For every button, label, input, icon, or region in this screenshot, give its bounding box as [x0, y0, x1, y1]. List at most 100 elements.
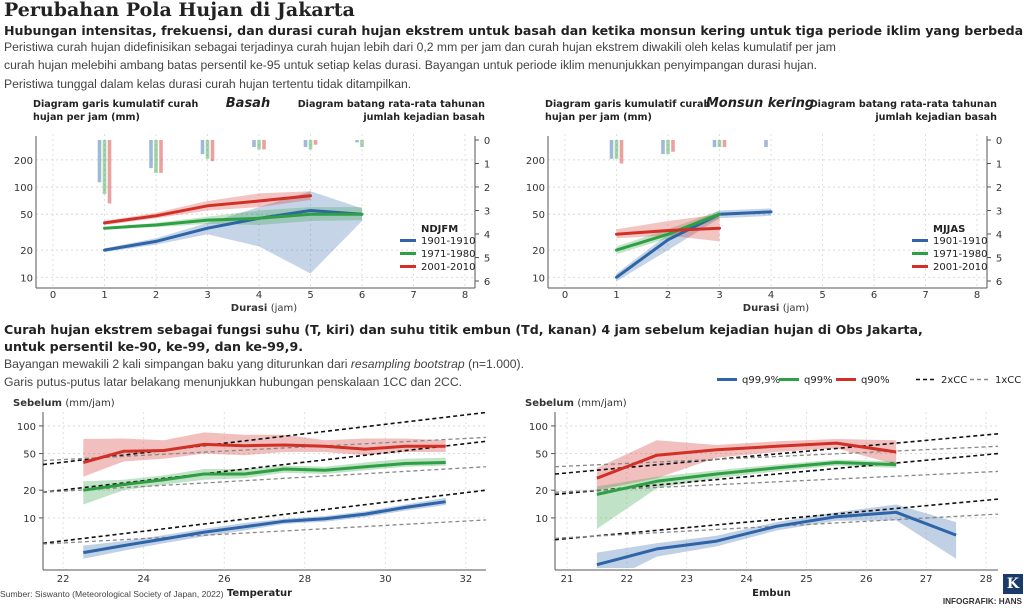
section2-heading-line: untuk persentil ke-90, ke-99, dan ke-99,…	[4, 339, 304, 354]
x-tick-label: 2	[665, 290, 671, 301]
x-tick-label: 1	[101, 290, 107, 301]
x-tick-label: 22	[620, 574, 633, 585]
x-tick-label: 3	[204, 290, 210, 301]
y2-tick-label: 2	[484, 183, 490, 194]
count-bar	[303, 140, 308, 148]
uncertainty-band-q90%	[596, 439, 897, 491]
reference-line-2xCC	[43, 489, 486, 545]
y-tick-label: 50	[532, 210, 545, 221]
y2-tick-label: 4	[484, 230, 490, 241]
count-bar	[149, 140, 153, 169]
x-tick-label: 8	[462, 290, 468, 301]
y2-tick-label: 3	[484, 207, 490, 218]
y-tick-label: 50	[535, 450, 548, 461]
count-bar	[102, 140, 107, 195]
x-tick-label: 7	[410, 290, 416, 301]
y-tick-label: 20	[532, 246, 545, 257]
right-caption: jumlah kejadian basah	[874, 112, 997, 123]
x-tick-label: 28	[298, 574, 311, 585]
count-bar	[671, 140, 675, 152]
page-title: Perubahan Pola Hujan di Jakarta	[4, 0, 355, 21]
count-bar	[722, 140, 727, 148]
y-tick-label: 10	[532, 273, 545, 284]
count-bar	[717, 140, 722, 148]
x-tick-label: 7	[922, 290, 928, 301]
legend-label: 2001-2010	[421, 262, 476, 273]
uncertainty-band-q99%	[83, 457, 446, 505]
x-tick-label: 28	[980, 574, 993, 585]
count-bar	[154, 140, 158, 173]
y-axis-unit: (mm/jam)	[65, 398, 114, 409]
y-axis-title: Sebelum	[525, 398, 577, 409]
x-tick-label: 24	[740, 574, 753, 585]
y2-tick-label: 5	[484, 254, 490, 265]
y2-tick-label: 1	[484, 160, 490, 171]
count-bar	[360, 140, 364, 148]
monsun-kering-chart: 10 20 50 100 200 0 1 2 3 4 5 6 7 8 0 1 2 3 4 5 6 Diagram gari…	[526, 96, 1002, 314]
x-tick-label: 0	[562, 290, 568, 301]
x-tick-label: 2	[153, 290, 159, 301]
x-tick-label: 6	[871, 290, 877, 301]
source-note: Sumber: Siswanto (Meteorological Society…	[0, 589, 224, 599]
x-tick-label: 6	[359, 290, 365, 301]
description: Peristiwa curah hujan didefinisikan seba…	[4, 38, 836, 93]
legend-label: 1971-1980	[421, 249, 476, 260]
y2-tick-label: 1	[996, 160, 1002, 171]
desc-suffix: (n=1.000).	[464, 357, 524, 371]
left-caption: Diagram garis kumulatif curah	[33, 99, 198, 110]
count-bar	[210, 140, 215, 162]
series-line-q90%	[596, 441, 897, 480]
x-axis-title: Embun	[752, 588, 791, 598]
series-line-q99,9%	[83, 500, 446, 555]
uncertainty-band-q99,9%	[83, 497, 446, 559]
left-caption: hujan per jam (mm)	[33, 112, 140, 123]
y2-tick-label: 6	[484, 277, 490, 288]
y2-tick-label: 4	[996, 230, 1002, 241]
x-axis-label: Durasi (jam)	[231, 303, 298, 314]
count-bar	[313, 140, 318, 145]
description-line: curah hujan melebihi ambang batas persen…	[4, 58, 818, 73]
y-axis-unit: (mm/jam)	[577, 398, 626, 409]
section2-description-line: Bayangan mewakili 2 kali simpangan baku …	[4, 355, 524, 373]
y2-tick-label: 6	[996, 277, 1002, 288]
x-tick-label: 1	[613, 290, 619, 301]
legend-label: 1971-1980	[933, 249, 988, 260]
count-bar	[614, 140, 619, 159]
y-tick-label: 50	[23, 450, 36, 461]
count-bar	[619, 140, 624, 164]
y-tick-label: 10	[535, 514, 548, 525]
count-bar	[262, 140, 266, 150]
x-tick-label: 23	[680, 574, 693, 585]
y-axis-title: Sebelum	[13, 398, 65, 409]
chart-title: Basah	[226, 96, 270, 111]
x-tick-label: 25	[800, 574, 813, 585]
desc-prefix: Bayangan mewakili 2 kali simpangan baku …	[4, 357, 351, 371]
section2-heading-line: Curah hujan ekstrem sebagai fungsi suhu …	[4, 322, 923, 337]
x-axis-title: Temperatur	[227, 588, 292, 598]
y-tick-label: 100	[529, 422, 548, 433]
y-tick-label: 100	[14, 183, 33, 194]
count-bar	[200, 140, 205, 155]
right-caption: jumlah kejadian basah	[362, 112, 485, 123]
y-axis-label: Sebelum (mm/jam)	[525, 398, 627, 409]
legend-label: q99%	[804, 375, 833, 386]
count-bar	[205, 140, 210, 159]
description-line: Peristiwa curah hujan didefinisikan seba…	[4, 40, 836, 54]
series-line-1901-1910	[615, 210, 773, 279]
plot-area	[555, 433, 998, 568]
legend-label: 1901-1910	[933, 236, 988, 247]
x-tick-label: 30	[379, 574, 392, 585]
series-line-q99%	[596, 461, 897, 496]
y2-tick-label: 0	[484, 136, 490, 147]
legend-label: q90%	[861, 375, 890, 386]
x-tick-label: 5	[819, 290, 825, 301]
x-tick-label: 4	[256, 290, 262, 301]
x-axis-title: Durasi	[231, 303, 271, 314]
legend-label: 1xCC	[995, 375, 1021, 386]
x-tick-label: 24	[137, 574, 150, 585]
x-tick-label: 26	[218, 574, 231, 585]
chart-title: Monsun kering	[706, 96, 814, 111]
section2-heading: Curah hujan ekstrem sebagai fungsi suhu …	[4, 321, 923, 355]
chart-subtitle: Hubungan intensitas, frekuensi, dan dura…	[4, 23, 1024, 38]
desc-italic: resampling bootstrap	[350, 357, 465, 371]
